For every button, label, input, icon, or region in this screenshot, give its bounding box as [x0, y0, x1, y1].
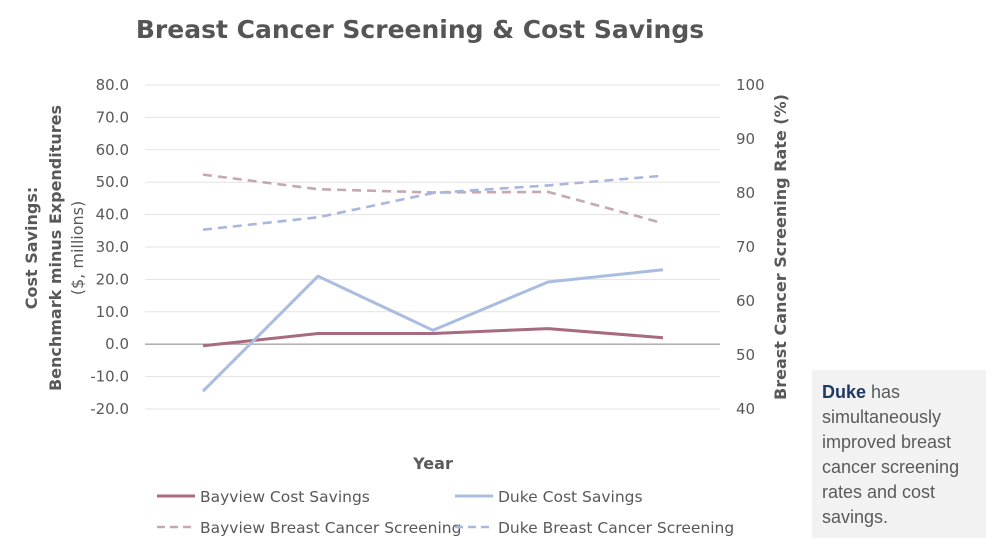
- left-axis-ticks: 80.0 70.0 60.0 50.0 40.0 30.0 20.0 10.0 0.0 -10.0…: [90, 76, 129, 418]
- callout-box: Duke has simultaneously improved breast …: [812, 370, 986, 538]
- left-axis-label: Cost Savings: Benchmark minus Expenditur…: [22, 105, 87, 391]
- right-tick-label: 60: [736, 292, 755, 310]
- left-tick-label: 70.0: [96, 108, 129, 126]
- left-tick-label: 50.0: [96, 173, 129, 191]
- left-tick-label: 60.0: [96, 141, 129, 159]
- legend-label: Bayview Cost Savings: [200, 488, 370, 506]
- left-axis-label-line-2: Benchmark minus Expenditures: [46, 105, 65, 391]
- legend-item: Duke Cost Savings: [455, 488, 643, 506]
- right-tick-label: 90: [736, 130, 755, 148]
- right-axis-ticks: 100 90 80 70 60 50 40: [736, 76, 765, 418]
- right-tick-label: 40: [736, 400, 755, 418]
- right-tick-label: 70: [736, 238, 755, 256]
- left-tick-label: 20.0: [96, 270, 129, 288]
- legend-item: Bayview Cost Savings: [157, 488, 370, 506]
- left-tick-label: 10.0: [96, 303, 129, 321]
- legend: Bayview Cost Savings Duke Cost Savings Bay…: [157, 488, 734, 537]
- right-tick-label: 80: [736, 184, 755, 202]
- left-tick-label: 30.0: [96, 238, 129, 256]
- right-tick-label: 100: [736, 76, 765, 94]
- right-tick-label: 50: [736, 346, 755, 364]
- callout-text: has simultaneously improved breast cance…: [822, 382, 960, 527]
- gridlines: [145, 84, 720, 410]
- left-axis-label-line-1: Cost Savings:: [22, 187, 41, 309]
- left-axis-label-line-3: ($, millions): [68, 201, 87, 295]
- series-line-duke-breast-cancer-screening: [202, 174, 664, 231]
- left-tick-label: -20.0: [90, 400, 129, 418]
- legend-item: Duke Breast Cancer Screening: [455, 519, 734, 537]
- x-axis-label: Year: [412, 454, 453, 473]
- legend-item: Bayview Breast Cancer Screening: [157, 519, 461, 537]
- series-line-bayview-cost-savings: [202, 327, 664, 348]
- legend-label: Bayview Breast Cancer Screening: [200, 519, 461, 537]
- legend-label: Duke Cost Savings: [498, 488, 643, 506]
- left-tick-label: 0.0: [105, 335, 129, 353]
- left-tick-label: 40.0: [96, 206, 129, 224]
- right-axis-label: Breast Cancer Screening Rate (%): [771, 94, 790, 400]
- series-lines: [201, 173, 664, 393]
- left-tick-label: -10.0: [90, 368, 129, 386]
- series-line-duke-cost-savings: [201, 268, 664, 393]
- legend-label: Duke Breast Cancer Screening: [498, 519, 734, 537]
- chart-title: Breast Cancer Screening & Cost Savings: [136, 15, 704, 44]
- callout-highlight: Duke: [822, 382, 867, 402]
- left-tick-label: 80.0: [96, 76, 129, 94]
